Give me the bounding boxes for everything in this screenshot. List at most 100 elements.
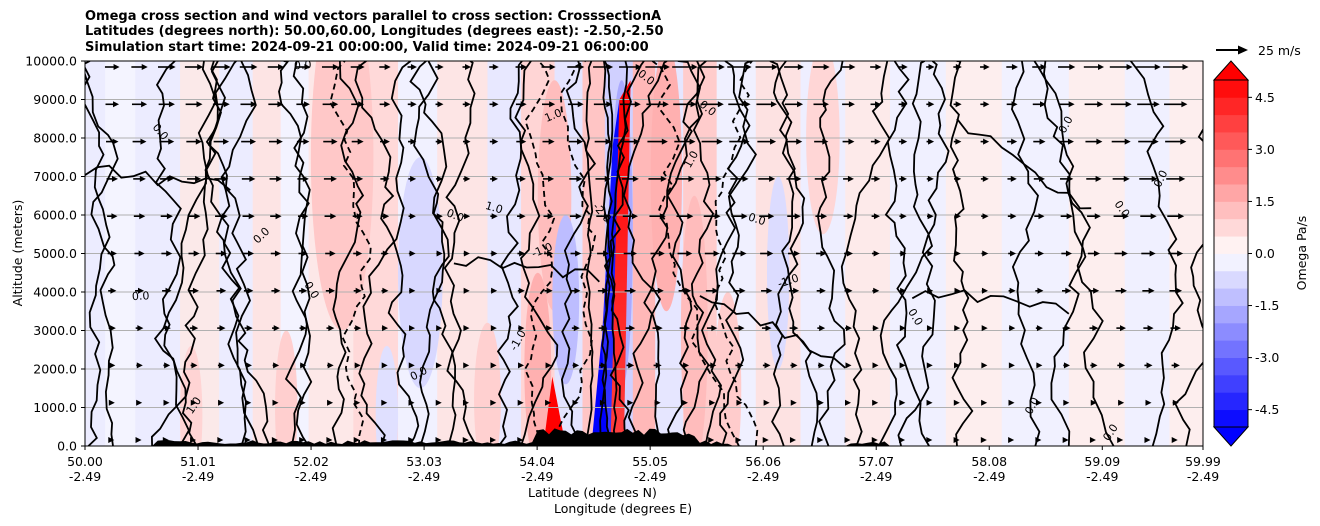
x-tick-label-lat: 50.00 [67,454,103,469]
wind-arrowhead [762,437,769,443]
wind-arrowhead [382,325,389,332]
wind-arrowhead [408,399,415,406]
wind-arrowhead [712,287,719,294]
wind-arrowhead [873,287,880,294]
wind-arrowhead [1010,213,1017,220]
wind-arrowhead [409,213,416,220]
wind-arrowhead [1152,138,1159,145]
colorbar-tick-label: 3.0 [1255,142,1275,157]
colorbar-extend-min [1212,426,1250,447]
wind-arrowhead [195,138,202,145]
wind-arrowhead [1008,362,1015,369]
wind-arrowhead [490,437,497,443]
wind-arrowhead [1089,437,1096,443]
wind-arrowhead [875,64,882,70]
wind-arrowhead [847,213,854,220]
colorbar-tick-label: -4.5 [1255,402,1279,417]
wind-arrowhead [490,325,497,332]
wind-arrowhead [192,325,199,332]
wind-arrowhead [492,64,499,70]
wind-arrowhead [630,287,637,294]
wind-arrowhead [435,399,442,406]
wind-arrowhead [926,325,933,332]
contour-label: 0.0 [294,58,312,72]
x-tick-label-lat: 55.05 [632,454,668,469]
wind-arrowhead [548,138,555,145]
wind-arrowhead [113,101,120,108]
wind-arrowhead [575,250,582,257]
wind-arrowhead [1145,399,1152,406]
contour-line [523,61,556,446]
wind-arrowhead [981,325,988,332]
wind-arrowhead [599,399,606,406]
wind-arrowhead [981,287,988,294]
wind-arrowhead [983,138,990,145]
x-tick-label-lon: -2.49 [747,469,779,484]
wind-arrowhead [546,287,553,294]
wind-arrowhead [1093,287,1100,294]
contour-line [354,61,420,446]
wind-arrowhead [789,437,796,443]
wind-arrowhead [355,287,362,294]
wind-arrowhead [141,64,148,70]
wind-arrowhead [1037,287,1044,294]
wind-arrowhead [1036,325,1043,332]
wind-arrowhead [741,213,748,220]
wind-arrowhead [518,325,525,332]
y-tick-label: 10000.0 [25,54,77,69]
contour-line [278,61,311,446]
wind-arrowhead [790,399,797,406]
wind-arrowhead [1120,287,1127,294]
wind-arrowhead [136,399,143,406]
wind-arrowhead [795,175,802,182]
contour-line [207,61,260,446]
wind-arrowhead [899,399,906,406]
y-tick-label: 9000.0 [33,92,77,107]
wind-arrowhead [1065,250,1072,257]
wind-arrowhead [303,101,310,108]
wind-arrowhead [770,101,777,108]
wind-arrowhead [573,325,580,332]
wind-arrowhead [278,64,285,70]
wind-arrowhead [302,175,309,182]
wind-arrowhead [113,64,120,70]
wind-arrowhead [631,213,638,220]
wind-arrowhead [221,213,228,220]
wind-arrowhead [384,64,391,70]
wind-arrowhead [358,64,365,70]
wind-arrowhead [735,437,742,443]
wind-arrowhead [112,138,119,145]
colorbar-segment [1214,132,1248,150]
wind-arrowhead [743,138,750,145]
x-tick-label-lat: 51.01 [180,454,216,469]
wind-arrowhead [1035,399,1042,406]
wind-arrowhead [873,250,880,257]
wind-arrowhead [604,175,611,182]
wind-arrowhead [140,138,147,145]
wind-arrowhead [603,250,610,257]
wind-arrowhead [110,287,117,294]
wind-arrowhead [1122,213,1129,220]
wind-arrowhead [927,175,934,182]
wind-arrowhead [220,250,227,257]
wind-arrowhead [926,399,933,406]
colorbar-segment [1214,374,1248,393]
wind-arrowhead [926,437,933,443]
wind-arrowhead [819,325,826,332]
wind-arrowhead [251,64,258,70]
colorbar-segment [1214,340,1248,358]
y-gridlines [85,61,1203,446]
wind-arrowhead [1068,101,1075,108]
wind-arrowhead [437,101,444,108]
wind-arrowhead [1123,175,1130,182]
wind-arrowhead [382,250,389,257]
contour-line [585,61,594,446]
wind-arrowhead [575,213,582,220]
contour-line [1174,127,1203,446]
wind-arrowhead [218,362,225,369]
contour-line [453,256,600,283]
wind-arrowhead [169,64,176,70]
wind-arrowhead [980,437,987,443]
wind-arrowhead [518,362,525,369]
wind-arrowhead [822,101,829,108]
